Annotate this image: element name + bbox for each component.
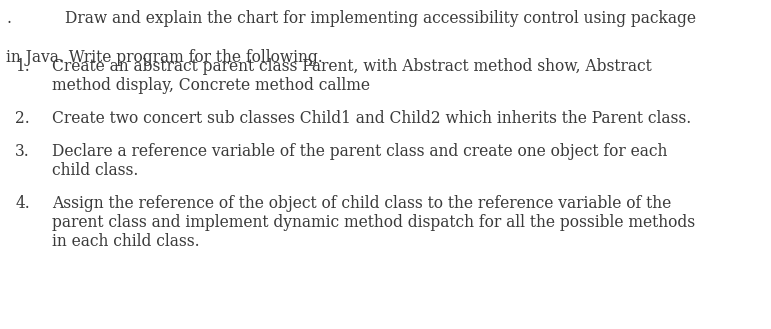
Text: Draw and explain the chart for implementing accessibility control using package: Draw and explain the chart for implement… [65, 10, 696, 27]
Text: Declare a reference variable of the parent class and create one object for each: Declare a reference variable of the pare… [52, 143, 668, 160]
Text: 4.: 4. [15, 195, 30, 212]
Text: Assign the reference of the object of child class to the reference variable of t: Assign the reference of the object of ch… [52, 195, 672, 212]
Text: 2.: 2. [15, 110, 30, 127]
Text: Create an abstract parent class Parent, with Abstract method show, Abstract: Create an abstract parent class Parent, … [52, 58, 651, 75]
Text: Create two concert sub classes Child1 and Child2 which inherits the Parent class: Create two concert sub classes Child1 an… [52, 110, 692, 127]
Text: method display, Concrete method callme: method display, Concrete method callme [52, 77, 370, 94]
Text: 1.: 1. [15, 58, 30, 75]
Text: 3.: 3. [15, 143, 30, 160]
Text: in Java. Write program for the following.: in Java. Write program for the following… [6, 49, 323, 66]
Text: .: . [6, 10, 11, 27]
Text: parent class and implement dynamic method dispatch for all the possible methods: parent class and implement dynamic metho… [52, 214, 695, 231]
Text: in each child class.: in each child class. [52, 233, 200, 250]
Text: child class.: child class. [52, 162, 138, 179]
